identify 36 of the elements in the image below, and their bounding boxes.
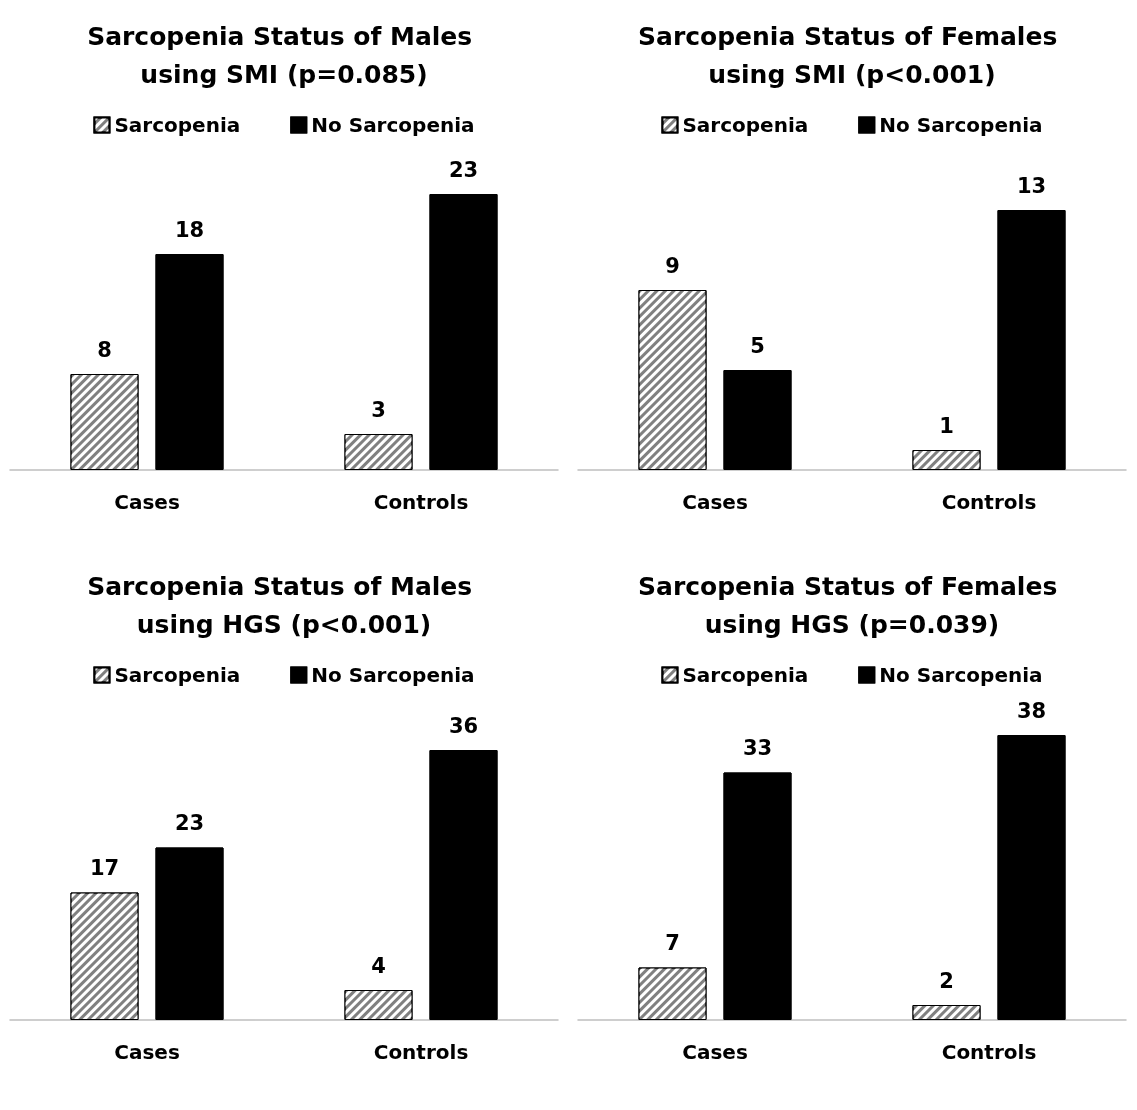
x-tick-label: Controls: [373, 1040, 469, 1064]
data-label: 13: [1016, 173, 1047, 198]
data-label: 17: [89, 856, 120, 880]
x-tick-label: Controls: [941, 1040, 1037, 1064]
data-label: 5: [750, 333, 765, 358]
legend-label: Sarcopenia: [114, 113, 241, 137]
legend-label: No Sarcopenia: [311, 113, 475, 137]
data-label: 4: [371, 953, 386, 978]
data-label: 23: [174, 811, 205, 835]
x-tick-label: Cases: [114, 490, 180, 514]
data-label: 1: [939, 413, 954, 438]
x-tick-label: Cases: [682, 1040, 748, 1064]
data-label: 33: [742, 736, 773, 760]
chart-title: Sarcopenia Status of Females using HGS (p=0.039): [638, 571, 1066, 639]
legend-label: Sarcopenia: [682, 663, 809, 687]
legend-label: No Sarcopenia: [879, 113, 1043, 137]
x-tick-label: Cases: [114, 1040, 180, 1064]
chart-title: Sarcopenia Status of Females using SMI (p<0.001): [638, 21, 1066, 89]
data-label: 8: [97, 337, 112, 362]
x-tick-label: Cases: [682, 490, 748, 514]
data-label: 18: [174, 217, 205, 242]
chart-title: Sarcopenia Status of Males using SMI (p=0.085): [87, 21, 481, 89]
x-tick-label: Controls: [373, 490, 469, 514]
data-label: 3: [371, 397, 386, 422]
legend-label: Sarcopenia: [682, 113, 809, 137]
data-label: 38: [1016, 698, 1047, 723]
legend-label: Sarcopenia: [114, 663, 241, 687]
data-label: 7: [665, 931, 680, 955]
data-label: 2: [939, 968, 954, 993]
data-label: 23: [448, 157, 479, 182]
legend-label: No Sarcopenia: [311, 663, 475, 687]
x-tick-label: Controls: [941, 490, 1037, 514]
data-label: 36: [448, 713, 479, 738]
legend-label: No Sarcopenia: [879, 663, 1043, 687]
data-label: 9: [665, 253, 680, 278]
chart-title: Sarcopenia Status of Males using HGS (p<0.001): [87, 571, 481, 639]
